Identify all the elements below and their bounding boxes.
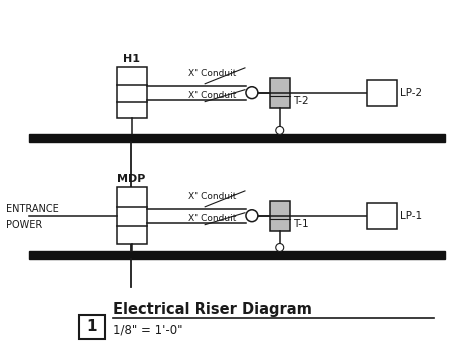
Bar (367, 203, 397, 229)
Text: Electrical Riser Diagram: Electrical Riser Diagram (113, 302, 311, 317)
Text: LP-2: LP-2 (400, 88, 422, 98)
Bar (79, 315, 105, 339)
Text: ENTRANCE: ENTRANCE (6, 204, 59, 214)
Text: T-1: T-1 (292, 219, 308, 229)
Circle shape (276, 243, 284, 251)
Bar (29, 134, 445, 142)
Text: X" Conduit: X" Conduit (188, 192, 237, 201)
Text: 1: 1 (87, 319, 97, 334)
Text: LP-1: LP-1 (400, 211, 422, 221)
Text: 1/8" = 1'-0": 1/8" = 1'-0" (113, 324, 182, 337)
Text: X" Conduit: X" Conduit (188, 214, 237, 223)
Bar (117, 187, 146, 244)
Bar (29, 251, 445, 260)
Text: MDP: MDP (118, 174, 146, 184)
Bar (270, 78, 290, 108)
Text: POWER: POWER (6, 220, 43, 230)
Text: T-2: T-2 (292, 95, 308, 105)
Text: X" Conduit: X" Conduit (188, 91, 237, 100)
Bar (117, 67, 146, 118)
Text: H1: H1 (123, 54, 140, 64)
Text: X" Conduit: X" Conduit (188, 69, 237, 78)
Circle shape (276, 126, 284, 134)
Bar (367, 80, 397, 105)
Circle shape (246, 210, 258, 222)
Circle shape (246, 87, 258, 99)
Bar (270, 201, 290, 231)
